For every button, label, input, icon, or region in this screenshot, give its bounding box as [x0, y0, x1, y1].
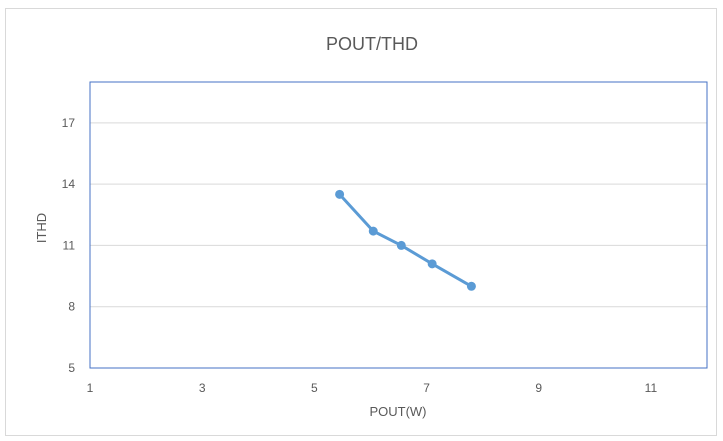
x-tick-label: 3 — [199, 381, 206, 395]
x-tick-label: 5 — [311, 381, 318, 395]
y-tick-label: 11 — [63, 238, 76, 252]
chart-title: POUT/THD — [326, 34, 418, 54]
data-point — [466, 281, 476, 291]
y-axis-label: ITHD — [34, 213, 49, 243]
y-tick-label: 17 — [62, 116, 76, 130]
x-tick-label: 9 — [535, 381, 542, 395]
x-axis-ticks: 1 3 5 7 9 11 — [87, 381, 658, 395]
x-tick-label: 7 — [423, 381, 430, 395]
data-point — [368, 226, 378, 236]
y-tick-label: 5 — [68, 361, 75, 375]
series-group — [335, 189, 476, 291]
data-point — [427, 259, 437, 269]
y-tick-label: 8 — [68, 300, 75, 314]
series-line — [338, 192, 473, 288]
plot-area-border — [89, 81, 708, 369]
data-point — [396, 240, 406, 250]
x-tick-label: 1 — [87, 381, 94, 395]
y-tick-label: 14 — [62, 177, 76, 191]
y-axis-ticks: 5 8 11 14 17 — [62, 116, 76, 375]
x-axis-label: POUT(W) — [369, 404, 426, 419]
data-point — [335, 189, 345, 199]
chart-frame — [5, 8, 717, 436]
x-tick-label: 11 — [645, 381, 658, 395]
